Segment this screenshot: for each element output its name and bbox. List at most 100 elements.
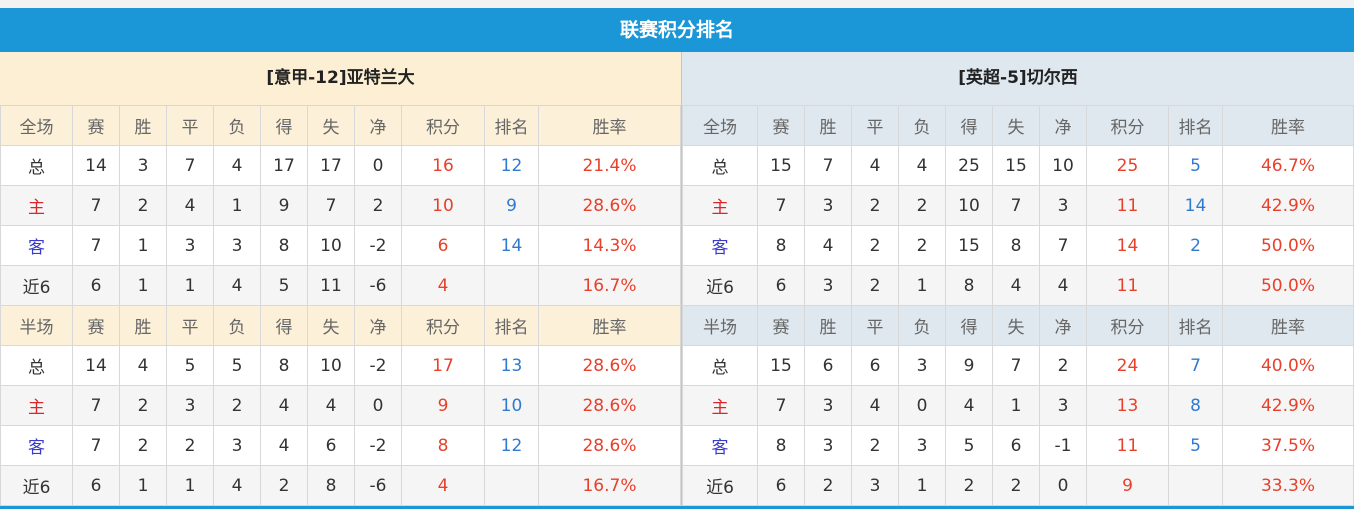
- lost-cell: 4: [213, 465, 261, 506]
- table-row: 主 7 2 4 1 9 7 2 10 9 28.6%: [0, 185, 681, 226]
- bottom-border: [0, 506, 1354, 509]
- drawn-cell: 2: [851, 425, 899, 466]
- win-rate-cell: 16.7%: [538, 465, 681, 506]
- goals-for-cell: 8: [260, 225, 308, 266]
- rank-cell: 2: [1168, 225, 1223, 266]
- win-rate-cell: 37.5%: [1222, 425, 1354, 466]
- played-cell: 7: [757, 185, 805, 226]
- column-header: 胜率: [538, 305, 681, 346]
- scope-cell: 近6: [0, 465, 73, 506]
- scope-cell: 客: [0, 225, 73, 266]
- table-row: 总 15 7 4 4 25 15 10 25 5 46.7%: [682, 145, 1354, 186]
- table-row: 客 8 3 2 3 5 6 -1 11 5 37.5%: [682, 425, 1354, 466]
- lost-cell: 3: [898, 425, 946, 466]
- table-row: 主 7 3 2 2 10 7 3 11 14 42.9%: [682, 185, 1354, 226]
- table-row: 近6 6 1 1 4 5 11 -6 4 16.7%: [0, 265, 681, 306]
- played-cell: 6: [72, 465, 120, 506]
- won-cell: 3: [804, 265, 852, 306]
- goals-for-cell: 15: [945, 225, 993, 266]
- column-header: 负: [898, 305, 946, 346]
- points-cell: 16: [401, 145, 485, 186]
- column-header: 积分: [401, 105, 485, 146]
- drawn-cell: 4: [851, 385, 899, 426]
- standings-title: 联赛积分排名: [0, 8, 1354, 52]
- goals-against-cell: 4: [307, 385, 355, 426]
- rank-cell: 9: [484, 185, 539, 226]
- scope-cell: 主: [0, 185, 73, 226]
- points-cell: 11: [1086, 425, 1169, 466]
- drawn-cell: 2: [851, 265, 899, 306]
- goals-against-cell: 2: [992, 465, 1040, 506]
- column-header: 排名: [484, 305, 539, 346]
- column-header: 净: [354, 105, 402, 146]
- goals-for-cell: 2: [945, 465, 993, 506]
- points-cell: 11: [1086, 265, 1169, 306]
- won-cell: 1: [119, 465, 167, 506]
- rank-cell: 12: [484, 425, 539, 466]
- column-header: 胜率: [1222, 105, 1354, 146]
- rank-cell: 10: [484, 385, 539, 426]
- goals-for-cell: 4: [260, 385, 308, 426]
- column-header: 平: [851, 105, 899, 146]
- column-header: 胜率: [538, 105, 681, 146]
- header-row: 全场赛胜平负得失净积分 排名 胜率: [682, 105, 1354, 146]
- goals-for-cell: 8: [945, 265, 993, 306]
- lost-cell: 0: [898, 385, 946, 426]
- rank-cell: 12: [484, 145, 539, 186]
- win-rate-cell: 14.3%: [538, 225, 681, 266]
- won-cell: 2: [804, 465, 852, 506]
- table-row: 客 8 4 2 2 15 8 7 14 2 50.0%: [682, 225, 1354, 266]
- goal-diff-cell: 2: [354, 185, 402, 226]
- scope-cell: 客: [682, 425, 758, 466]
- column-header: 积分: [1086, 105, 1169, 146]
- lost-cell: 4: [898, 145, 946, 186]
- played-cell: 8: [757, 225, 805, 266]
- table-row: 客 7 1 3 3 8 10 -2 6 14 14.3%: [0, 225, 681, 266]
- team-header: [英超-5]切尔西: [682, 52, 1354, 105]
- won-cell: 6: [804, 345, 852, 386]
- column-header: 赛: [72, 305, 120, 346]
- rank-cell: 7: [1168, 345, 1223, 386]
- header-row: 半场赛胜平负得失净积分 排名 胜率: [0, 305, 681, 346]
- goal-diff-cell: -2: [354, 225, 402, 266]
- goal-diff-cell: -6: [354, 265, 402, 306]
- column-header: 得: [945, 305, 993, 346]
- points-cell: 9: [1086, 465, 1169, 506]
- won-cell: 1: [119, 225, 167, 266]
- column-header: 净: [1039, 105, 1087, 146]
- goals-for-cell: 4: [260, 425, 308, 466]
- win-rate-cell: 21.4%: [538, 145, 681, 186]
- goals-for-cell: 25: [945, 145, 993, 186]
- goals-against-cell: 7: [992, 345, 1040, 386]
- scope-cell: 总: [0, 345, 73, 386]
- column-header: 赛: [757, 305, 805, 346]
- goals-against-cell: 6: [992, 425, 1040, 466]
- header-row: 全场赛胜平负得失净积分 排名 胜率: [0, 105, 681, 146]
- column-header: 失: [992, 305, 1040, 346]
- goals-for-cell: 9: [945, 345, 993, 386]
- points-cell: 25: [1086, 145, 1169, 186]
- rank-cell: 8: [1168, 385, 1223, 426]
- played-cell: 7: [72, 185, 120, 226]
- goals-against-cell: 4: [992, 265, 1040, 306]
- points-cell: 24: [1086, 345, 1169, 386]
- goals-for-cell: 8: [260, 345, 308, 386]
- won-cell: 3: [119, 145, 167, 186]
- goals-against-cell: 7: [307, 185, 355, 226]
- lost-cell: 3: [213, 225, 261, 266]
- goals-against-cell: 15: [992, 145, 1040, 186]
- won-cell: 3: [804, 425, 852, 466]
- header-row: 半场赛胜平负得失净积分 排名 胜率: [682, 305, 1354, 346]
- table-row: 近6 6 3 2 1 8 4 4 11 50.0%: [682, 265, 1354, 306]
- goals-for-cell: 10: [945, 185, 993, 226]
- drawn-cell: 1: [166, 265, 214, 306]
- lost-cell: 1: [213, 185, 261, 226]
- goals-against-cell: 6: [307, 425, 355, 466]
- rank-cell: 13: [484, 345, 539, 386]
- played-cell: 14: [72, 345, 120, 386]
- goals-for-cell: 9: [260, 185, 308, 226]
- won-cell: 4: [119, 345, 167, 386]
- column-header: 净: [1039, 305, 1087, 346]
- rank-cell: 14: [1168, 185, 1223, 226]
- column-header: 胜: [119, 105, 167, 146]
